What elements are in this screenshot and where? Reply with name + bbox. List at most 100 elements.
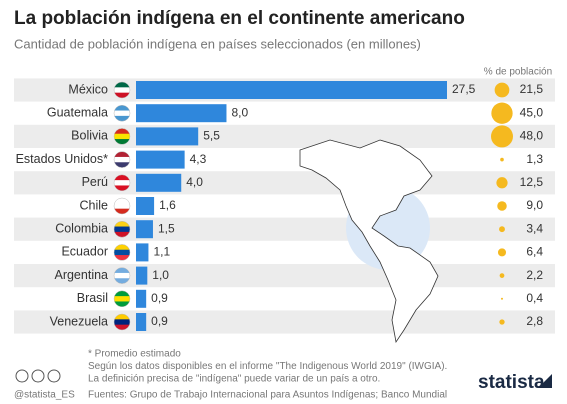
flag-stripe (114, 162, 130, 168)
value-label: 4,0 (186, 175, 203, 189)
share-label: 0,4 (526, 291, 543, 305)
value-label: 27,5 (452, 82, 476, 96)
flag-ring (113, 104, 131, 122)
flag-ring (113, 290, 131, 308)
share-bubble (499, 319, 505, 325)
share-label: 12,5 (520, 175, 544, 189)
flag-ring (113, 151, 131, 168)
flag-stripe (114, 272, 130, 279)
note: Según los datos disponibles en el inform… (88, 361, 447, 372)
brand: statista (478, 372, 545, 393)
flag (114, 174, 130, 191)
flag-stripe (114, 203, 130, 210)
flag (114, 198, 130, 214)
category-label: Perú (82, 175, 108, 189)
category-label: Ecuador (61, 245, 108, 259)
bar (136, 266, 148, 285)
license-icons (15, 369, 61, 383)
flag-ring (113, 128, 131, 145)
flag-stripe (114, 244, 130, 251)
bar (136, 104, 227, 123)
value-label: 4,3 (190, 152, 207, 166)
share-bubble (499, 226, 505, 233)
category-label: Venezuela (50, 314, 108, 328)
flag-stripe (114, 314, 130, 320)
share-label: 2,8 (526, 314, 543, 328)
flag-stripe (114, 133, 130, 140)
flag-stripe (114, 139, 130, 145)
bar (136, 289, 147, 308)
rows: México 27,5 21,5 Guatemala 8,0 45,0 Bolivia 5,5… (14, 78, 555, 334)
flag-stripe (114, 301, 130, 307)
flag (114, 82, 130, 98)
flag-stripe (114, 174, 130, 181)
bar (136, 173, 182, 192)
brand-icon (538, 374, 552, 388)
chart-subtitle: Cantidad de población indígena en países… (14, 36, 421, 51)
category-label: Colombia (55, 221, 108, 235)
flag-ring (113, 81, 131, 99)
flag-stripe (114, 249, 130, 256)
flag-stripe (114, 82, 130, 88)
share-bubble (497, 248, 507, 257)
bar (136, 81, 447, 99)
share-label: 2,2 (526, 268, 543, 282)
share-bubble (494, 82, 510, 98)
flag-stripe (114, 231, 130, 238)
share-bubble (499, 273, 505, 278)
flag-stripe (114, 92, 130, 98)
flag-stripe (114, 115, 130, 122)
handle: @statista_ES (14, 390, 75, 401)
bar (136, 220, 153, 239)
flag-stripe (114, 151, 130, 158)
category-label: Chile (80, 198, 109, 212)
share-bubble (491, 102, 513, 124)
share-label: 6,4 (526, 245, 543, 259)
category-label: México (68, 82, 108, 96)
flag-stripe (114, 128, 130, 135)
flag-ring (113, 220, 131, 238)
bar (136, 243, 149, 262)
flag-stripe (114, 185, 130, 191)
share-bubble (500, 297, 504, 300)
flag-stripe (114, 198, 130, 204)
flag-ring (113, 267, 131, 284)
source: Fuentes: Grupo de Trabajo Internacional … (88, 390, 447, 401)
flag (114, 151, 130, 168)
flag (114, 105, 130, 122)
flag (114, 221, 130, 238)
share-label: 9,0 (526, 198, 543, 212)
value-label: 0,9 (151, 291, 168, 305)
share-bubble (497, 201, 507, 211)
share-label: 1,3 (526, 152, 543, 166)
flag (114, 290, 130, 307)
value-label: 1,1 (153, 245, 170, 259)
value-label: 0,9 (151, 314, 168, 328)
flag (114, 244, 130, 261)
flag-stripe (114, 255, 130, 261)
category-label: Estados Unidos* (16, 152, 109, 166)
bar (136, 313, 147, 331)
row-band (14, 310, 555, 334)
flag-ring (113, 313, 131, 331)
flag-ring (113, 174, 131, 192)
flag (114, 314, 130, 330)
flag-ring (113, 197, 131, 215)
bar (136, 150, 185, 169)
nd-icon (47, 369, 61, 383)
category-label: Bolivia (71, 129, 108, 143)
flag-stripe (114, 156, 130, 163)
flag-stripe (114, 290, 130, 297)
flag-stripe (114, 226, 130, 233)
map-outline (299, 139, 439, 344)
category-label: Guatemala (47, 105, 108, 119)
flag-stripe (114, 180, 130, 186)
chart-title: La población indígena en el continente a… (14, 8, 465, 29)
by-icon (31, 369, 45, 383)
flag-stripe (114, 110, 130, 117)
flag-stripe (114, 296, 130, 302)
flag-stripe (114, 319, 130, 326)
share-label: 21,5 (520, 82, 544, 96)
value-label: 5,5 (203, 129, 220, 143)
